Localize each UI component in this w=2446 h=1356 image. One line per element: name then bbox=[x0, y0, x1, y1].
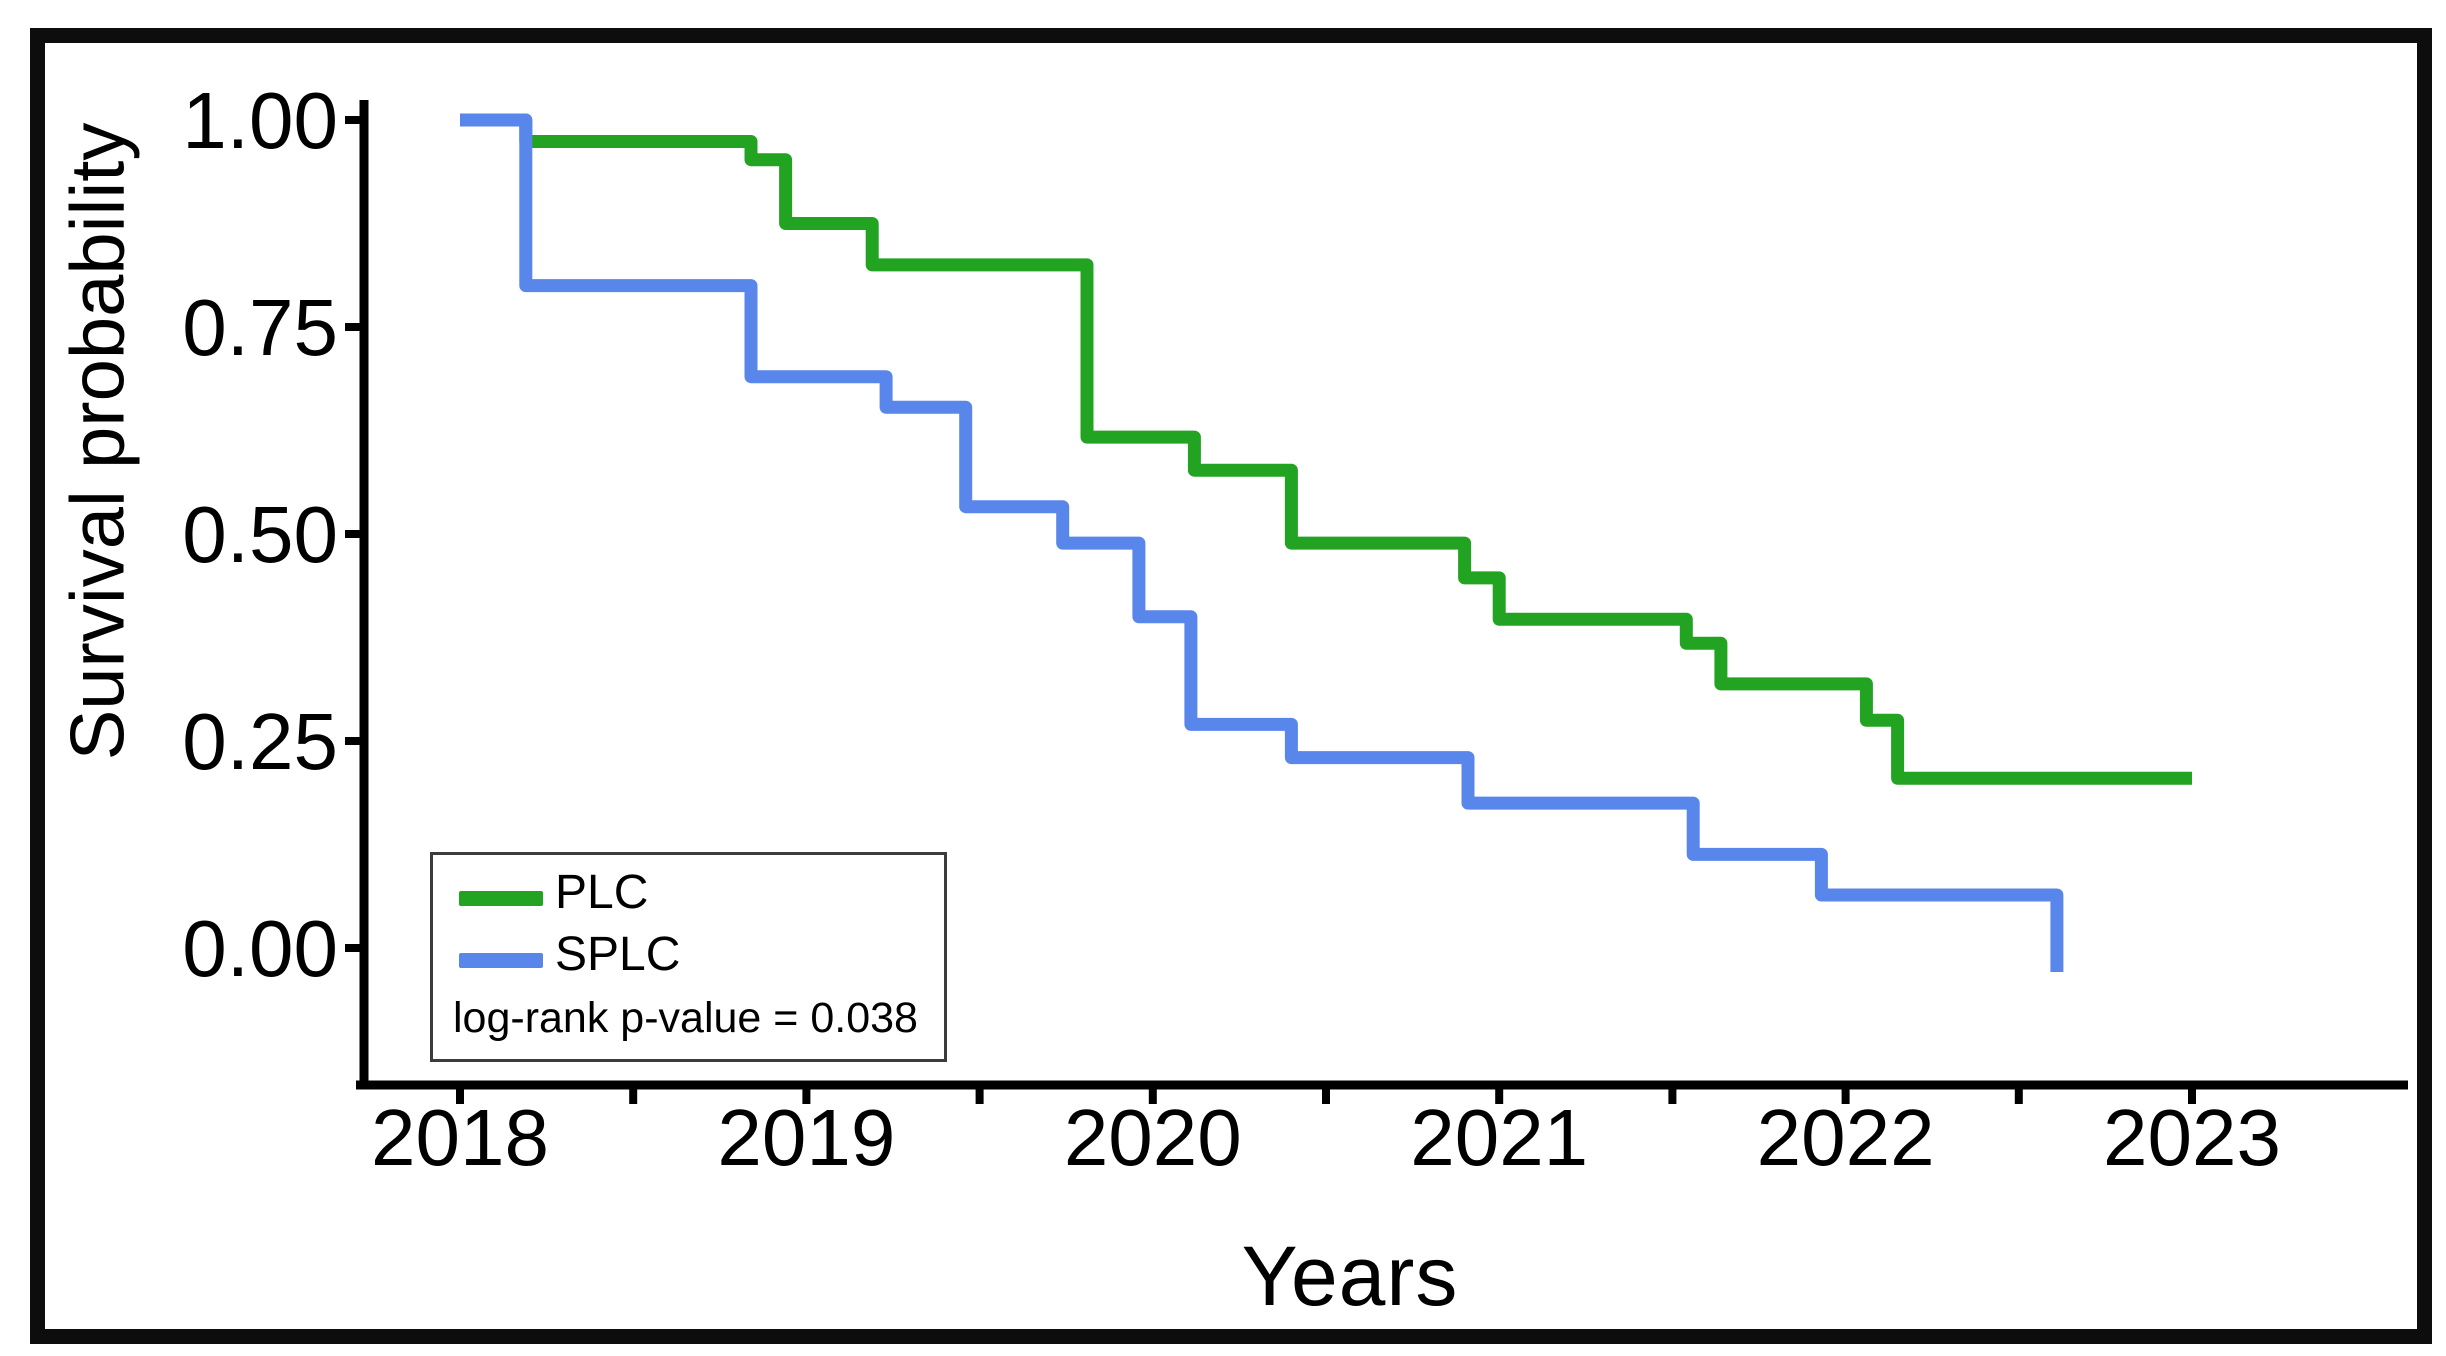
x-tick-labels: 2018 2019 2020 2021 2022 2023 bbox=[371, 1093, 2281, 1182]
y-tick-labels: 1.00 0.75 0.50 0.25 0.00 bbox=[182, 76, 338, 993]
svg-text:2023: 2023 bbox=[2103, 1093, 2281, 1182]
axis-ticks bbox=[345, 116, 2196, 1104]
y-axis-title: Survival probability bbox=[55, 122, 141, 761]
svg-text:2021: 2021 bbox=[1410, 1093, 1588, 1182]
svg-text:0.00: 0.00 bbox=[182, 904, 338, 993]
svg-text:2018: 2018 bbox=[371, 1093, 549, 1182]
plc-line-swatch bbox=[459, 891, 543, 906]
survival-curve-splc bbox=[460, 113, 2064, 972]
svg-text:0.25: 0.25 bbox=[182, 697, 338, 786]
splc-line-swatch bbox=[459, 953, 543, 968]
legend-label-plc: PLC bbox=[555, 866, 649, 919]
axes bbox=[356, 100, 2408, 1090]
svg-text:2019: 2019 bbox=[717, 1093, 895, 1182]
log-rank-pvalue-text: log-rank p-value = 0.038 bbox=[453, 994, 918, 1042]
legend-label-splc: SPLC bbox=[555, 928, 681, 981]
svg-text:0.75: 0.75 bbox=[182, 283, 338, 372]
svg-text:2020: 2020 bbox=[1064, 1093, 1242, 1182]
svg-text:2022: 2022 bbox=[1757, 1093, 1935, 1182]
svg-text:1.00: 1.00 bbox=[182, 76, 338, 165]
svg-text:0.50: 0.50 bbox=[182, 490, 338, 579]
x-axis-title: Years bbox=[1241, 1229, 1459, 1323]
survival-curve-plc bbox=[460, 113, 2192, 785]
legend-box: PLC SPLC log-rank p-value = 0.038 bbox=[430, 852, 947, 1062]
